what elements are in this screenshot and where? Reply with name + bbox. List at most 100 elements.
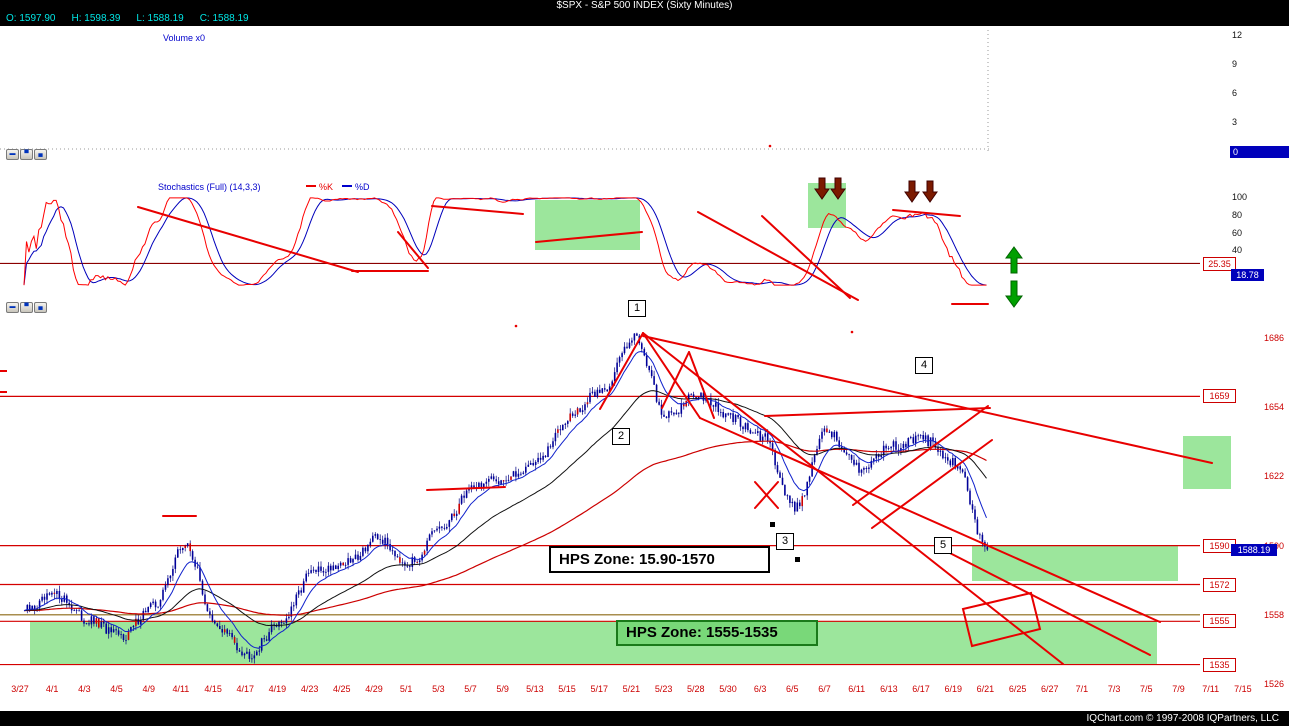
quote-bar: O: 1597.90 H: 1598.39 L: 1588.19 C: 1588.19 <box>0 12 1289 26</box>
price-trendline[interactable] <box>599 332 644 410</box>
x-axis-label: 5/15 <box>558 684 576 694</box>
copyright-text: IQChart.com © 1997-2008 IQPartners, LLC <box>1086 713 1279 724</box>
collapse-panel-icon[interactable]: ▬ <box>6 149 19 160</box>
x-axis-label: 5/3 <box>432 684 445 694</box>
price-alert-badge[interactable]: 1555 <box>1203 614 1236 629</box>
chart-dot-artifact <box>768 144 772 148</box>
x-axis-label: 5/9 <box>496 684 509 694</box>
collapse-panel-icon[interactable]: ▬ <box>6 302 19 313</box>
price-alert-badge[interactable]: 1535 <box>1203 657 1236 672</box>
stoch-trendline[interactable] <box>761 215 851 299</box>
hps-zone-upper-label[interactable]: HPS Zone: 15.90-1570 <box>549 546 770 573</box>
panel-options-icon[interactable]: ▄ <box>34 302 47 313</box>
d-series-legend: %D <box>342 182 370 192</box>
price-trendline[interactable] <box>642 332 1064 665</box>
stoch-axis-tick: 100 <box>1232 192 1248 202</box>
open-value: O: 1597.90 <box>6 13 56 24</box>
k-line-sample-icon <box>306 185 316 187</box>
stoch-trendline[interactable] <box>137 206 359 273</box>
panel-options-icon[interactable]: ▄ <box>34 149 47 160</box>
sell-signal-arrow-icon <box>830 177 846 200</box>
x-axis-label: 5/1 <box>399 684 413 694</box>
medium-ma-line <box>23 390 987 627</box>
x-axis-label: 5/17 <box>590 684 608 694</box>
stoch-axis-tick: 80 <box>1232 209 1243 220</box>
wave-label-2[interactable]: 2 <box>612 428 630 445</box>
slow-ma-line <box>23 440 987 616</box>
stoch-trendline[interactable] <box>397 231 429 269</box>
volume-axis-tick: 3 <box>1232 117 1238 128</box>
highlight-zone-rect[interactable] <box>535 200 640 250</box>
down-arrow-icon <box>1005 280 1023 308</box>
stoch-k-line <box>23 197 987 286</box>
x-axis-label: 4/29 <box>365 684 383 694</box>
x-axis-label: 5/13 <box>526 684 544 694</box>
wave-label-3[interactable]: 3 <box>776 533 794 550</box>
stoch-trendline[interactable] <box>535 231 643 243</box>
x-axis-label: 6/19 <box>944 684 962 694</box>
price-trendline[interactable] <box>871 439 993 529</box>
candlestick-series <box>26 333 989 660</box>
price-trendline[interactable] <box>699 417 1161 623</box>
price-trendline[interactable] <box>688 351 715 419</box>
x-axis-label: 4/1 <box>45 684 59 694</box>
x-axis-label: 7/15 <box>1234 684 1252 694</box>
price-trendline[interactable] <box>852 405 989 506</box>
candle-wicks <box>26 332 988 664</box>
footer-bar: IQChart.com © 1997-2008 IQPartners, LLC <box>0 711 1289 726</box>
x-axis-label: 6/27 <box>1040 684 1059 694</box>
fast-ma-line <box>23 350 987 649</box>
stoch-trendline[interactable] <box>892 209 961 217</box>
x-axis-label: 3/27 <box>11 684 29 694</box>
selection-handle[interactable] <box>795 557 800 562</box>
selection-handle[interactable] <box>770 522 775 527</box>
x-axis-label: 6/7 <box>818 684 831 694</box>
stoch-trendline[interactable] <box>431 205 524 215</box>
price-trendline[interactable] <box>939 547 1151 656</box>
wave-label-1[interactable]: 1 <box>628 300 646 317</box>
x-axis-label: 6/13 <box>880 684 898 694</box>
x-axis-label: 7/3 <box>1107 684 1121 694</box>
wave-label-5[interactable]: 5 <box>934 537 952 554</box>
volume-axis-tick: 6 <box>1232 88 1238 99</box>
x-axis-label: 6/17 <box>912 684 930 694</box>
price-trendline[interactable] <box>661 351 690 409</box>
hps-zone-rect[interactable] <box>972 546 1178 581</box>
hps-zone-rect[interactable] <box>30 621 1157 664</box>
low-value: L: 1588.19 <box>136 13 184 24</box>
chart-dot-artifact <box>514 324 518 328</box>
stoch-trendline[interactable] <box>697 211 859 301</box>
x-axis-label: 5/28 <box>687 684 705 694</box>
x-axis-label: 6/21 <box>976 684 995 694</box>
x-axis-label: 4/11 <box>172 684 190 694</box>
restore-panel-icon[interactable]: ▀ <box>20 302 33 313</box>
x-axis-label: 6/3 <box>753 684 767 694</box>
price-alert-badge[interactable]: 1572 <box>1203 577 1236 592</box>
price-axis-tick: 1526 <box>1263 679 1284 689</box>
wave-label-4[interactable]: 4 <box>915 357 933 374</box>
price-axis-tick: 1558 <box>1263 609 1284 620</box>
price-axis-tick: 1686 <box>1263 333 1284 343</box>
x-axis-label: 4/9 <box>142 684 155 694</box>
price-trendline[interactable] <box>642 332 701 419</box>
d-line-sample-icon <box>342 185 352 187</box>
price-alert-badge[interactable]: 1659 <box>1203 389 1236 404</box>
price-trendline[interactable] <box>426 486 506 491</box>
stoch-alert-badge[interactable]: 25.35 <box>1203 257 1236 272</box>
restore-panel-icon[interactable]: ▀ <box>20 149 33 160</box>
price-trendline[interactable] <box>764 407 991 417</box>
x-axis-label: 4/17 <box>236 684 255 694</box>
x-axis-label: 4/23 <box>300 684 319 694</box>
hps-zone-lower-label[interactable]: HPS Zone: 1555-1535 <box>616 620 818 646</box>
x-axis-label: 5/21 <box>622 684 641 694</box>
price-axis-tick: 1654 <box>1263 402 1284 413</box>
target-box-annotation[interactable] <box>961 591 1042 648</box>
sell-signal-arrow-icon <box>922 180 938 203</box>
x-axis-label: 4/15 <box>204 684 222 694</box>
high-value: H: 1598.39 <box>71 13 121 24</box>
x-axis-label: 7/9 <box>1172 684 1185 694</box>
price-trendline[interactable] <box>754 481 779 509</box>
price-trendline[interactable] <box>642 335 1213 464</box>
